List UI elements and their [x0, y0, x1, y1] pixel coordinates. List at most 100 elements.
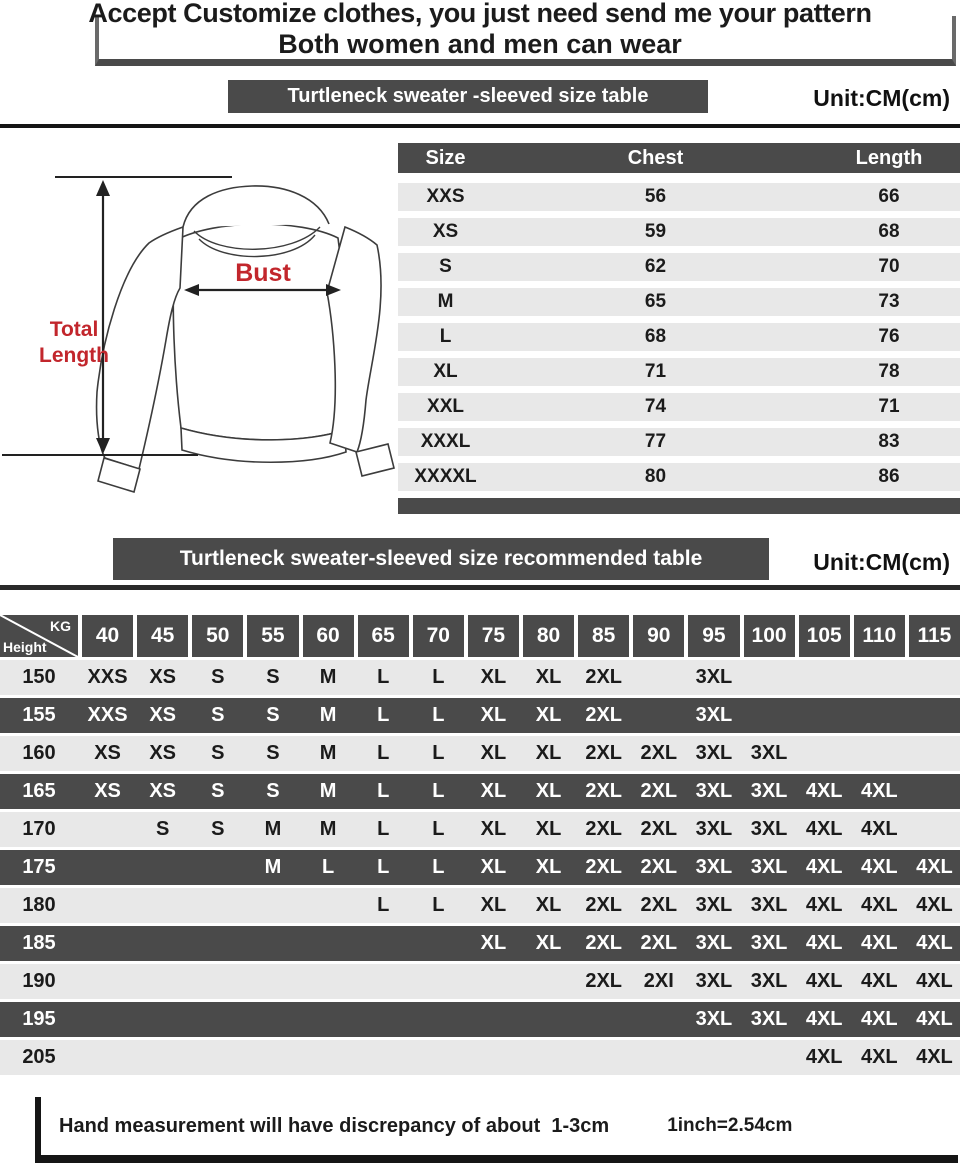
matrix-cell	[633, 698, 684, 733]
matrix-cell: S	[211, 666, 225, 688]
size-table-cell-chest: 65	[644, 291, 667, 312]
matrix-kg-header-cell: 50	[192, 615, 244, 657]
matrix-cell	[744, 1040, 795, 1075]
matrix-cell: 2XL	[585, 970, 623, 992]
size-table-footer-bar	[398, 498, 960, 514]
matrix-cell: 4XL	[916, 1046, 953, 1068]
matrix-cell	[578, 1002, 629, 1037]
size-table-row: XXXL 77 83	[398, 428, 960, 456]
matrix-cell: L	[432, 818, 445, 840]
matrix-cell: XXS	[87, 666, 128, 688]
matrix-cell: L	[432, 704, 445, 726]
matrix-cell	[523, 1040, 574, 1075]
size-table-cell-chest: 71	[644, 361, 667, 382]
matrix-cell: S	[266, 666, 280, 688]
size-table-cell-length: 68	[878, 221, 900, 242]
matrix-cell: 2XL	[640, 818, 678, 840]
matrix-height-label: 205	[22, 1046, 56, 1068]
corner-kg-label: KG	[50, 618, 71, 634]
matrix-height-label: 165	[22, 780, 56, 802]
matrix-cell: 2XL	[585, 666, 623, 688]
matrix-cell: 3XL	[695, 894, 733, 916]
arrowhead-right	[326, 284, 341, 296]
matrix-cell: 2XL	[585, 856, 623, 878]
matrix-cell: 2XL	[585, 932, 623, 954]
matrix-cell	[247, 964, 298, 999]
matrix-cell: L	[377, 704, 390, 726]
matrix-cell: 3XL	[750, 856, 788, 878]
matrix-cell	[247, 1002, 298, 1037]
matrix-cell	[909, 812, 960, 847]
matrix-row: 170 S S M M L L XL XL 2XL 2XL 3XL 3XL 4XL 4XL	[0, 812, 960, 847]
matrix-cell: 2XL	[640, 742, 678, 764]
arrowhead-down	[96, 438, 110, 454]
matrix-cell	[413, 964, 464, 999]
matrix-cell: S	[211, 818, 225, 840]
measurement-note: Hand measurement will have discrepancy o…	[59, 1114, 610, 1137]
matrix-kg-header-cell: 70	[412, 615, 464, 657]
matrix-kg-header-cell: 95	[688, 615, 740, 657]
size-recommendation-matrix: KG Height 40 45 50 55 60 65 70 75 80 85 90 95 100 105…	[0, 615, 960, 1075]
matrix-cell: 3XL	[695, 780, 733, 802]
matrix-cell	[137, 1002, 188, 1037]
matrix-kg-header-cell: 85	[578, 615, 630, 657]
matrix-kg-header-cell: 105	[798, 615, 850, 657]
matrix-cell	[854, 698, 905, 733]
matrix-cell	[799, 698, 850, 733]
matrix-cell: 2XL	[640, 932, 678, 954]
matrix-cell: 4XL	[805, 856, 843, 878]
matrix-cell: 4XL	[805, 932, 843, 954]
size-table-body: XXS 56 66 XS 59 68 S 62 70 M 65 73 L 68 76 XL 71 78 XXL 74 7…	[398, 183, 960, 491]
matrix-kg-header-cell: 90	[633, 615, 685, 657]
matrix-cell: 3XL	[750, 970, 788, 992]
matrix-cell: 4XL	[860, 1046, 898, 1068]
matrix-row: 175 M L L L XL XL 2XL 2XL 3XL 3XL 4XL 4XL 4XL	[0, 850, 960, 885]
matrix-cell	[744, 698, 795, 733]
matrix-cell	[192, 1002, 243, 1037]
size-table-row: L 68 76	[398, 323, 960, 351]
matrix-cell: 2XL	[640, 780, 678, 802]
matrix-cell: 2XL	[640, 894, 678, 916]
size-table-cell-length: 76	[878, 326, 900, 347]
matrix-cell: 3XL	[695, 970, 733, 992]
matrix-kg-header-cell: 80	[523, 615, 575, 657]
matrix-cell: 4XL	[805, 780, 843, 802]
matrix-cell: 3XL	[750, 742, 788, 764]
matrix-cell: S	[156, 818, 170, 840]
size-table-section-bar: Turtleneck sweater -sleeved size table	[228, 80, 708, 113]
title-line-2: Both women and men can wear	[278, 29, 682, 59]
matrix-cell: 4XL	[860, 894, 898, 916]
matrix-cell: 3XL	[695, 666, 733, 688]
matrix-cell: S	[266, 742, 280, 764]
matrix-cell: M	[319, 666, 337, 688]
matrix-cell: XS	[94, 742, 121, 764]
matrix-cell	[413, 926, 464, 961]
arrowhead-left	[184, 284, 199, 296]
matrix-cell	[523, 964, 574, 999]
sweater-right-sleeve	[326, 225, 382, 453]
matrix-cell: XL	[535, 856, 562, 878]
matrix-cell	[358, 926, 409, 961]
divider-line-top	[0, 124, 960, 128]
matrix-cell	[909, 698, 960, 733]
matrix-cell	[247, 888, 298, 923]
matrix-cell	[633, 1002, 684, 1037]
matrix-cell	[578, 1040, 629, 1075]
matrix-cell	[633, 1040, 684, 1075]
size-table-cell-size: XL	[433, 361, 458, 382]
size-table-cell-size: XXS	[426, 186, 465, 207]
size-table-cell-size: XXXL	[420, 431, 471, 452]
matrix-cell: 3XL	[750, 932, 788, 954]
size-table-cell-chest: 56	[644, 186, 667, 207]
matrix-cell	[799, 660, 850, 695]
matrix-cell: 4XL	[860, 1008, 898, 1030]
arrowhead-up	[96, 180, 110, 196]
matrix-kg-header-cell: 65	[357, 615, 409, 657]
matrix-cell	[358, 1002, 409, 1037]
matrix-body: 150 XXS XS S S M L L XL XL 2XL 3XL 155 XXS XS S S M L L XL XL…	[0, 660, 960, 1075]
size-table-row: XL 71 78	[398, 358, 960, 386]
matrix-cell: L	[377, 666, 390, 688]
matrix-cell	[137, 888, 188, 923]
matrix-cell: 3XL	[750, 894, 788, 916]
matrix-cell: 2XL	[585, 894, 623, 916]
